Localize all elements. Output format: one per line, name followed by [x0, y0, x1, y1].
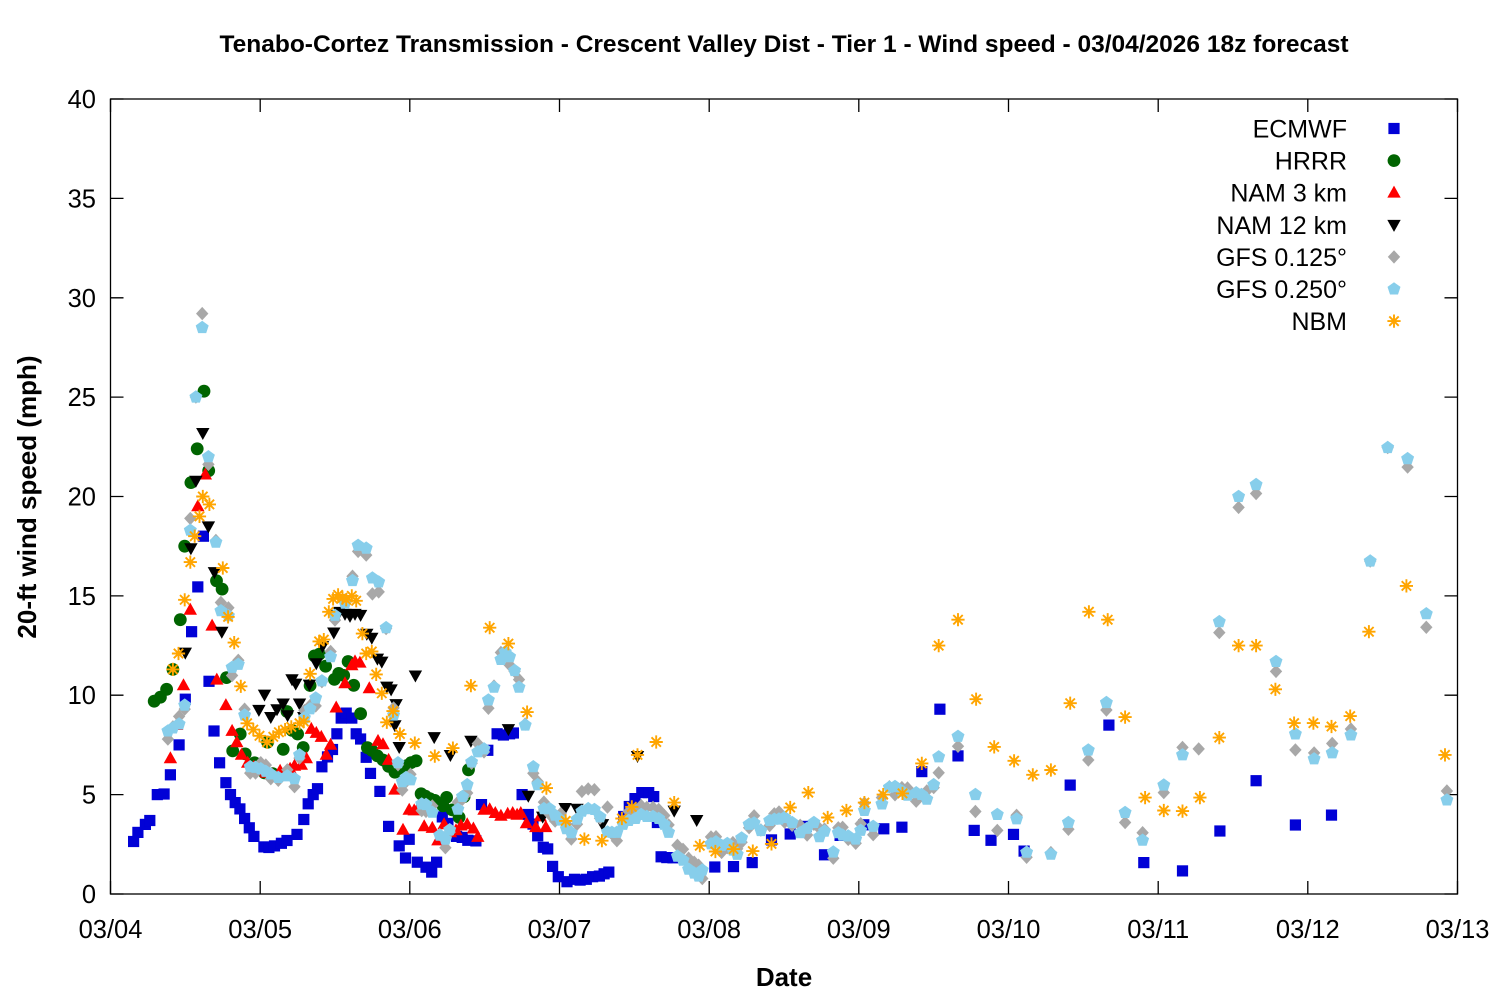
- svg-text:03/05: 03/05: [228, 916, 292, 944]
- svg-text:ECMWF: ECMWF: [1253, 116, 1347, 144]
- svg-text:03/09: 03/09: [827, 916, 891, 944]
- svg-text:HRRR: HRRR: [1275, 148, 1347, 176]
- svg-text:20-ft wind speed (mph): 20-ft wind speed (mph): [12, 355, 42, 638]
- svg-text:03/08: 03/08: [677, 916, 741, 944]
- svg-text:Tenabo-Cortez Transmission - C: Tenabo-Cortez Transmission - Crescent Va…: [220, 31, 1349, 58]
- svg-text:03/04: 03/04: [79, 916, 143, 944]
- svg-text:15: 15: [68, 583, 96, 611]
- svg-text:NAM 3 km: NAM 3 km: [1230, 180, 1347, 208]
- svg-text:NBM: NBM: [1291, 308, 1347, 336]
- svg-text:GFS 0.125°: GFS 0.125°: [1216, 244, 1347, 272]
- svg-text:03/13: 03/13: [1426, 916, 1490, 944]
- svg-text:0: 0: [82, 881, 96, 909]
- svg-text:03/12: 03/12: [1276, 916, 1340, 944]
- svg-text:20: 20: [68, 484, 96, 512]
- svg-text:35: 35: [68, 185, 96, 213]
- svg-text:03/10: 03/10: [977, 916, 1041, 944]
- svg-text:40: 40: [68, 86, 96, 114]
- svg-text:NAM 12 km: NAM 12 km: [1216, 212, 1347, 240]
- svg-text:10: 10: [68, 682, 96, 710]
- svg-text:Date: Date: [756, 962, 812, 992]
- svg-text:03/06: 03/06: [378, 916, 442, 944]
- svg-text:GFS 0.250°: GFS 0.250°: [1216, 276, 1347, 304]
- svg-text:30: 30: [68, 285, 96, 313]
- svg-text:03/07: 03/07: [528, 916, 592, 944]
- svg-text:03/11: 03/11: [1127, 916, 1189, 944]
- svg-text:5: 5: [82, 782, 96, 810]
- svg-text:25: 25: [68, 384, 96, 412]
